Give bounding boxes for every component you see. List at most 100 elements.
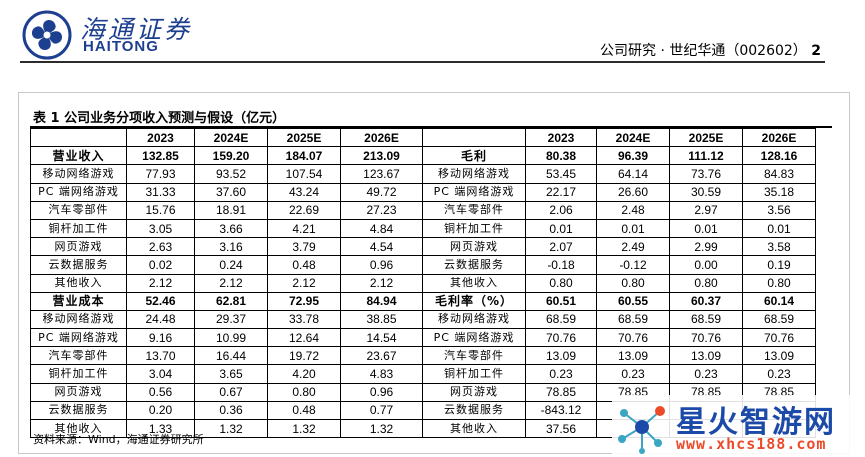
row-label: 云数据服务 [422, 400, 526, 421]
value-cell: 111.12 [669, 146, 743, 166]
breadcrumb: 公司研究 · 世纪华通（002602） [600, 43, 807, 59]
row-label: 毛利 [422, 146, 526, 166]
value-cell: 37.60 [194, 182, 268, 202]
network-molecule-icon [618, 406, 665, 454]
value-cell: 132.85 [126, 146, 195, 166]
row-label: 网页游戏 [422, 382, 526, 402]
value-cell: 0.80 [267, 382, 341, 402]
value-cell: 3.66 [194, 218, 268, 239]
value-cell: 2.49 [596, 237, 670, 257]
column-header: 2024E [596, 127, 670, 148]
table-row: 云数据服务 0.02 0.24 0.48 0.96 云数据服务 -0.18 -0.12 0.00… [30, 255, 816, 275]
column-header: 2023 [525, 127, 597, 148]
table-row: 移动网络游戏 24.48 29.37 33.78 38.85 移动网络游戏 68.59 68.… [30, 309, 816, 330]
watermark-url: www.xhcs188.com [676, 435, 827, 453]
row-label: 移动网络游戏 [422, 309, 526, 330]
value-cell: 3.16 [194, 237, 268, 257]
value-cell: 64.14 [596, 164, 670, 184]
value-cell: 27.23 [340, 200, 423, 220]
value-cell: 1.32 [340, 418, 423, 439]
value-cell: 4.83 [340, 364, 423, 384]
value-cell: 70.76 [596, 328, 670, 348]
value-cell: 4.21 [267, 218, 341, 239]
row-label: 铜杆加工件 [30, 218, 127, 239]
value-cell: 0.36 [194, 400, 268, 421]
value-cell: 0.23 [596, 364, 670, 384]
value-cell: 31.33 [126, 182, 195, 202]
row-label: 网页游戏 [30, 237, 127, 257]
value-cell: 0.56 [126, 382, 195, 402]
value-cell: 0.80 [669, 273, 743, 293]
value-cell: 96.39 [596, 146, 670, 166]
row-label: 毛利率（%） [422, 291, 526, 311]
value-cell: 0.20 [126, 400, 195, 421]
column-header: 2025E [267, 127, 341, 148]
table-row: PC 端网络游戏 9.16 10.99 12.64 14.54 PC 端网络游戏 70.76… [30, 328, 816, 348]
column-header: 2025E [669, 127, 743, 148]
table-row: 汽车零部件 13.70 16.44 19.72 23.67 汽车零部件 13.09 13.09… [30, 346, 816, 366]
value-cell: 37.56 [525, 418, 597, 439]
value-cell: 13.09 [525, 346, 597, 366]
value-cell: 35.18 [742, 182, 816, 202]
table-row: 网页游戏 2.63 3.16 3.79 4.54 网页游戏 2.07 2.49 2.99 3.58 [30, 237, 816, 257]
watermark: 星火智游网 www.xhcs188.com [612, 395, 864, 457]
table-row: PC 端网络游戏 31.33 37.60 43.24 49.72 PC 端网络游戏 22.1… [30, 182, 816, 202]
value-cell: 60.14 [742, 291, 816, 311]
value-cell: 13.09 [742, 346, 816, 366]
value-cell: 128.16 [742, 146, 816, 166]
value-cell: 2.99 [669, 237, 743, 257]
value-cell: 1.32 [267, 418, 341, 439]
value-cell: 78.85 [525, 382, 597, 402]
table-row: 汽车零部件 15.76 18.91 22.69 27.23 汽车零部件 2.06 2.48 2.… [30, 200, 816, 220]
value-cell: 4.84 [340, 218, 423, 239]
value-cell: 4.20 [267, 364, 341, 384]
value-cell: 53.45 [525, 164, 597, 184]
value-cell: 9.16 [126, 328, 195, 348]
value-cell: 0.80 [742, 273, 816, 293]
value-cell: 49.72 [340, 182, 423, 202]
value-cell: 26.60 [596, 182, 670, 202]
page-header: 公司研究 · 世纪华通（002602） 2 [600, 40, 821, 60]
value-cell: 4.54 [340, 237, 423, 257]
header-blank-left [30, 127, 127, 148]
row-label: 云数据服务 [30, 255, 127, 275]
value-cell: 3.05 [126, 218, 195, 239]
row-label: 移动网络游戏 [30, 164, 127, 184]
value-cell: 0.67 [194, 382, 268, 402]
value-cell: 1.33 [126, 418, 195, 439]
table-row: 铜杆加工件 3.04 3.65 4.20 4.83 铜杆加工件 0.23 0.23 0.23 0.… [30, 364, 816, 384]
row-label: 汽车零部件 [30, 346, 127, 366]
value-cell: 22.17 [525, 182, 597, 202]
column-header: 2023 [126, 127, 195, 148]
value-cell: 10.99 [194, 328, 268, 348]
value-cell: 0.80 [525, 273, 597, 293]
value-cell: 2.06 [525, 200, 597, 220]
column-header: 2026E [742, 127, 816, 148]
value-cell: 0.96 [340, 255, 423, 275]
value-cell: 2.12 [340, 273, 423, 293]
table-title: 表 1 公司业务分项收入预测与假设（亿元） [33, 111, 286, 126]
table-row: 铜杆加工件 3.05 3.66 4.21 4.84 铜杆加工件 0.01 0.01 0.01 0.… [30, 218, 816, 239]
row-label: PC 端网络游戏 [422, 328, 526, 348]
value-cell: 84.94 [340, 291, 423, 311]
row-label: 汽车零部件 [30, 200, 127, 220]
haitong-logo-icon [22, 10, 72, 60]
value-cell: 2.63 [126, 237, 195, 257]
value-cell: 70.76 [669, 328, 743, 348]
value-cell: 2.12 [267, 273, 341, 293]
value-cell: 38.85 [340, 309, 423, 330]
value-cell: 159.20 [194, 146, 268, 166]
value-cell: 14.54 [340, 328, 423, 348]
value-cell: 1.32 [194, 418, 268, 439]
table-row: 营业收入 132.85 159.20 184.07 213.09 毛利 80.38 96.39… [30, 146, 816, 166]
value-cell: 2.12 [126, 273, 195, 293]
value-cell: 0.00 [669, 255, 743, 275]
row-label: 网页游戏 [422, 237, 526, 257]
value-cell: 52.46 [126, 291, 195, 311]
value-cell: 60.51 [525, 291, 597, 311]
value-cell: -843.12 [525, 400, 597, 421]
logo-chinese-text: 海通证券 [80, 15, 193, 44]
column-header: 2026E [340, 127, 423, 148]
value-cell: -0.18 [525, 255, 597, 275]
value-cell: 0.23 [742, 364, 816, 384]
